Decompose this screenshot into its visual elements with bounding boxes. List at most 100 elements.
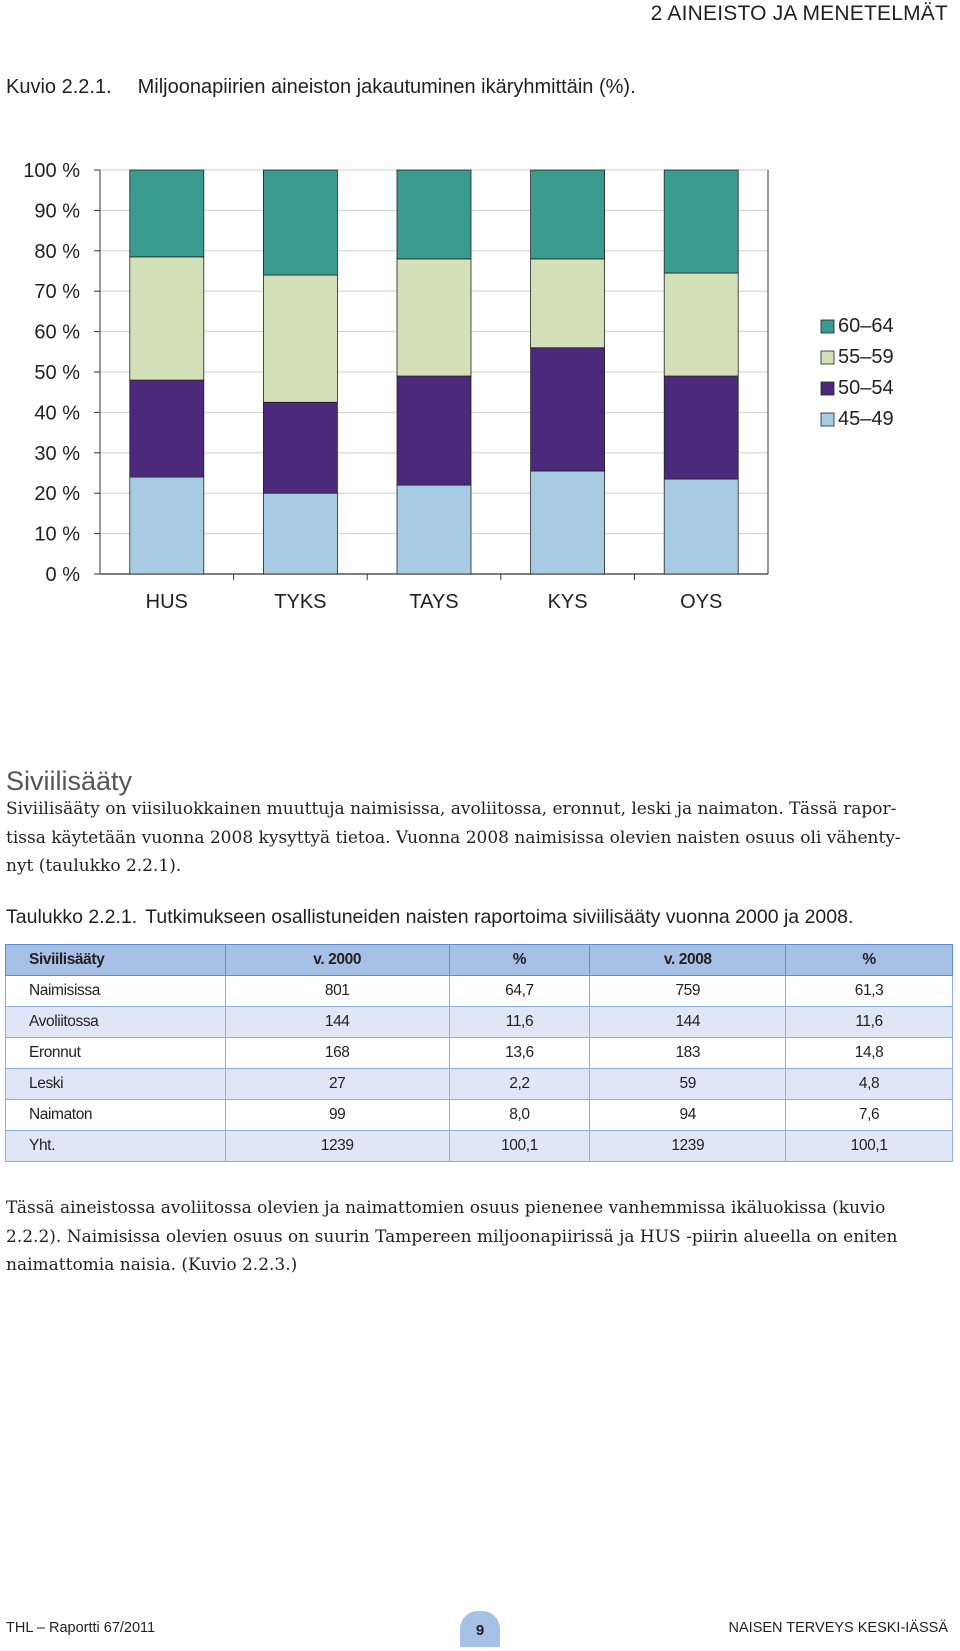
bar-segment bbox=[129, 256, 205, 381]
bar-segment bbox=[663, 478, 739, 575]
axis-layer bbox=[94, 169, 769, 580]
table-cell: 99 bbox=[224, 1099, 450, 1131]
legend-label: 45–49 bbox=[838, 408, 894, 430]
table-cell: Eronnut bbox=[5, 1037, 226, 1069]
legend-label: 50–54 bbox=[838, 377, 894, 399]
table-cell: 7,6 bbox=[785, 1099, 953, 1131]
bar-segment bbox=[663, 272, 739, 377]
table-cell: Naimisissa bbox=[5, 975, 226, 1007]
y-tick-label: 60 % bbox=[34, 322, 80, 344]
y-tick-label: 40 % bbox=[34, 402, 80, 424]
figure-caption: Kuvio 2.2.1. Miljoonapiirien aineiston ja… bbox=[6, 76, 636, 99]
stacked-bar-chart: 0 % 10 % 20 % 30 % 40 % 50 % 60 % 70 % 80 % 90 % 1… bbox=[23, 160, 894, 613]
legend-label: 60–64 bbox=[838, 315, 894, 337]
table-cell: 183 bbox=[589, 1037, 787, 1069]
column-header: Siviilisääty bbox=[5, 944, 226, 976]
table-cell: 59 bbox=[589, 1068, 787, 1100]
table-cell: Avoliitossa bbox=[5, 1006, 226, 1038]
bar-segment bbox=[396, 169, 472, 260]
x-tick-label: OYS bbox=[680, 591, 722, 613]
figure-title: Miljoonapiirien aineiston jakautuminen i… bbox=[137, 76, 636, 98]
bar-segment bbox=[530, 470, 605, 575]
table-row: Naimaton 99 8,0 94 7,6 bbox=[5, 1099, 953, 1131]
legend-swatch bbox=[820, 319, 835, 334]
table-cell: 100,1 bbox=[785, 1130, 953, 1162]
table-row: Leski 27 2,2 59 4,8 bbox=[5, 1068, 953, 1100]
y-tick-label: 10 % bbox=[34, 524, 80, 546]
column-header: % bbox=[448, 944, 591, 976]
column-header: v. 2000 bbox=[224, 944, 450, 976]
table-cell: Yht. bbox=[5, 1130, 226, 1162]
column-header: v. 2008 bbox=[589, 944, 787, 976]
paragraph-line: tissa käytetään vuonna 2008 kysyttyä tie… bbox=[6, 827, 901, 848]
bar-segment bbox=[396, 484, 472, 575]
legend-swatch bbox=[820, 412, 835, 427]
bar-segment bbox=[262, 401, 338, 494]
table-title: Tutkimukseen osallistuneiden naisten rap… bbox=[145, 906, 854, 928]
bar-segment bbox=[396, 258, 472, 377]
bar-segment bbox=[530, 347, 605, 472]
legend-swatch bbox=[820, 381, 835, 396]
y-tick-label: 90 % bbox=[34, 200, 80, 222]
bar-segment bbox=[530, 169, 605, 260]
table-cell: 4,8 bbox=[785, 1068, 953, 1100]
table-row: Yht. 1239 100,1 1239 100,1 bbox=[5, 1130, 953, 1162]
table-cell: 100,1 bbox=[448, 1130, 591, 1162]
paragraph-1: Siviilisääty on viisiluokkainen muuttuja… bbox=[6, 795, 956, 881]
table-row: Naimisissa 801 64,7 759 61,3 bbox=[5, 975, 953, 1007]
legend: 60–64 55–59 50–54 45–49 bbox=[820, 315, 894, 430]
bar-layer bbox=[129, 169, 739, 575]
table-cell: 1239 bbox=[224, 1130, 450, 1162]
bar-segment bbox=[262, 169, 338, 276]
table-header-row: Siviilisääty v. 2000 % v. 2008 % bbox=[5, 944, 953, 976]
table-cell: 8,0 bbox=[448, 1099, 591, 1131]
table-cell: 11,6 bbox=[785, 1006, 953, 1038]
bar-segment bbox=[129, 379, 205, 478]
running-head: 2 AINEISTO JA MENETELMÄT bbox=[650, 2, 948, 25]
y-tick-label: 100 % bbox=[23, 160, 80, 182]
y-tick-label: 20 % bbox=[34, 483, 80, 505]
bar-segment bbox=[663, 169, 739, 274]
x-tick-label: TYKS bbox=[274, 591, 326, 613]
bar-segment bbox=[530, 258, 605, 349]
table-number: Taulukko 2.2.1. bbox=[6, 906, 138, 928]
paragraph-line: nyt (taulukko 2.2.1). bbox=[6, 856, 182, 876]
legend-swatch bbox=[820, 350, 835, 365]
table-cell: 14,8 bbox=[785, 1037, 953, 1069]
section-heading: Siviilisääty bbox=[6, 766, 133, 797]
table-row: Eronnut 168 13,6 183 14,8 bbox=[5, 1037, 953, 1069]
table-cell: 144 bbox=[589, 1006, 787, 1038]
bar-segment bbox=[129, 476, 205, 575]
bar-segment bbox=[663, 375, 739, 480]
table-cell: 13,6 bbox=[448, 1037, 591, 1069]
table-cell: 64,7 bbox=[448, 975, 591, 1007]
table-cell: 94 bbox=[589, 1099, 787, 1131]
table-caption: Taulukko 2.2.1. Tutkimukseen osallistunei… bbox=[6, 906, 853, 929]
table-cell: 168 bbox=[224, 1037, 450, 1069]
x-tick-label: TAYS bbox=[409, 591, 458, 613]
paragraph-line: 2.2.2). Naimisissa olevien osuus on suur… bbox=[6, 1226, 898, 1247]
bar-segment bbox=[129, 169, 205, 258]
bar-segment bbox=[262, 492, 338, 575]
table-cell: 144 bbox=[224, 1006, 450, 1038]
y-tick-label: 0 % bbox=[46, 564, 81, 586]
label-layer: 0 % 10 % 20 % 30 % 40 % 50 % 60 % 70 % 80 % 90 % 1… bbox=[23, 160, 722, 613]
marital-status-table: Siviilisääty v. 2000 % v. 2008 % Naimisi… bbox=[5, 944, 953, 1162]
footer-report-id: THL – Raportti 67/2011 bbox=[6, 1620, 156, 1636]
figure-number: Kuvio 2.2.1. bbox=[6, 76, 112, 98]
x-tick-label: KYS bbox=[548, 591, 588, 613]
page-number: 9 bbox=[460, 1611, 500, 1647]
table-cell: 11,6 bbox=[448, 1006, 591, 1038]
legend-label: 55–59 bbox=[838, 346, 894, 368]
table-cell: 27 bbox=[224, 1068, 450, 1100]
table-cell: 1239 bbox=[589, 1130, 787, 1162]
y-tick-label: 50 % bbox=[34, 362, 80, 384]
y-tick-label: 30 % bbox=[34, 443, 80, 465]
paragraph-line: Siviilisääty on viisiluokkainen muuttuja… bbox=[6, 799, 897, 819]
table-cell: 801 bbox=[224, 975, 450, 1007]
paragraph-line: naimattomia naisia. (Kuvio 2.2.3.) bbox=[6, 1255, 298, 1275]
y-tick-label: 80 % bbox=[34, 241, 80, 263]
table-cell: Naimaton bbox=[5, 1099, 226, 1131]
y-tick-label: 70 % bbox=[34, 281, 80, 303]
column-header: % bbox=[785, 944, 953, 976]
